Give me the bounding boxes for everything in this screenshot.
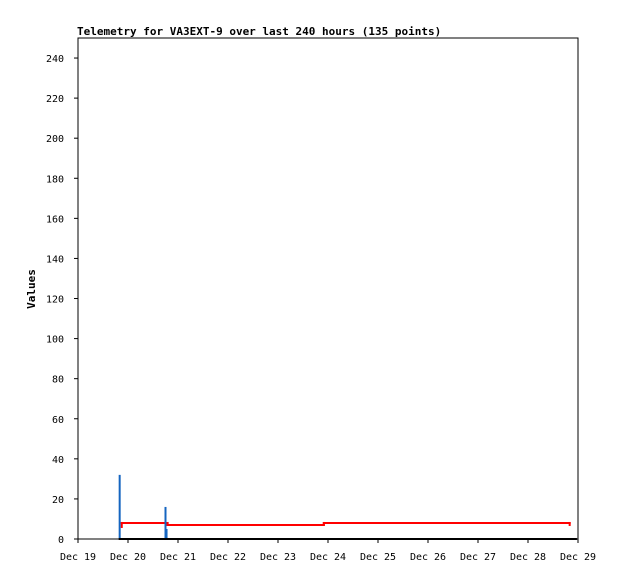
plot-frame bbox=[77, 37, 579, 540]
y-tick-label: 40 bbox=[52, 455, 64, 466]
series-1 bbox=[118, 474, 168, 539]
x-tick-label: Dec 29 bbox=[560, 552, 596, 563]
x-tick-label: Dec 27 bbox=[460, 552, 496, 563]
y-axis-label: Values bbox=[25, 269, 38, 309]
x-tick-label: Dec 24 bbox=[310, 552, 346, 563]
x-tick-label: Dec 19 bbox=[60, 552, 96, 563]
y-tick-label: 160 bbox=[46, 214, 64, 225]
y-tick-label: 180 bbox=[46, 174, 64, 185]
y-axis-ticks: 0 20 40 60 80 100 120 140 160 180 200 220 240 bbox=[46, 54, 78, 546]
y-tick-label: 60 bbox=[52, 415, 64, 426]
x-tick-label: Dec 21 bbox=[160, 552, 196, 563]
y-tick-label: 240 bbox=[46, 54, 64, 65]
x-axis-ticks: Dec 19 Dec 20 Dec 21 Dec 22 Dec 23 Dec 24 Dec … bbox=[60, 539, 596, 563]
series-layer bbox=[118, 474, 577, 540]
y-tick-label: 100 bbox=[46, 335, 64, 346]
y-tick-label: 80 bbox=[52, 375, 64, 386]
y-tick-label: 140 bbox=[46, 254, 64, 265]
x-tick-label: Dec 28 bbox=[510, 552, 546, 563]
x-tick-label: Dec 25 bbox=[360, 552, 396, 563]
y-tick-label: 0 bbox=[58, 535, 64, 546]
y-tick-label: 20 bbox=[52, 495, 64, 506]
chart-title: Telemetry for VA3EXT-9 over last 240 hou… bbox=[77, 25, 441, 38]
y-tick-label: 220 bbox=[46, 94, 64, 105]
x-tick-label: Dec 22 bbox=[210, 552, 246, 563]
x-tick-label: Dec 23 bbox=[260, 552, 296, 563]
y-tick-label: 120 bbox=[46, 295, 64, 306]
series-0 bbox=[120, 521, 571, 528]
x-tick-label: Dec 20 bbox=[110, 552, 146, 563]
x-tick-label: Dec 26 bbox=[410, 552, 446, 563]
y-tick-label: 200 bbox=[46, 134, 64, 145]
